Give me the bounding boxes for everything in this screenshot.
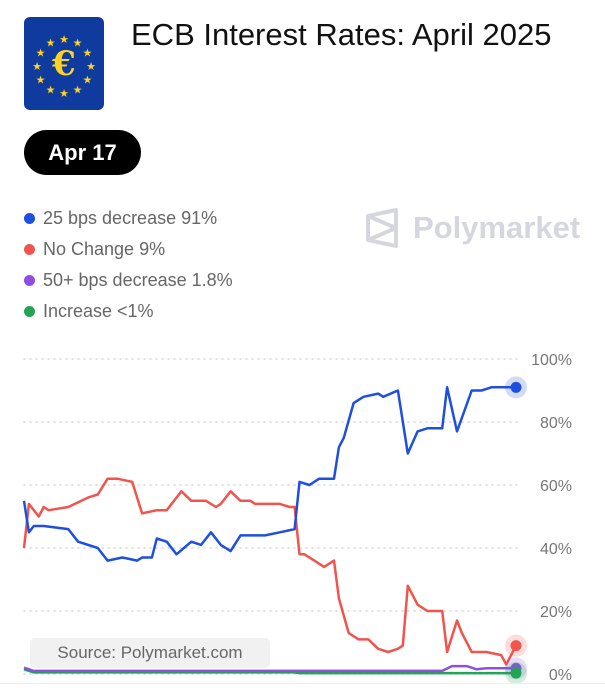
watermark-text: Polymarket xyxy=(413,210,581,245)
svg-text:★: ★ xyxy=(36,48,46,60)
svg-text:★: ★ xyxy=(82,75,92,87)
legend-item: 25 bps decrease 91% xyxy=(24,203,233,234)
y-tick-label: 80% xyxy=(540,415,572,432)
svg-text:★: ★ xyxy=(32,61,42,73)
svg-text:★: ★ xyxy=(73,38,83,50)
polymarket-logo-icon xyxy=(366,208,398,248)
svg-text:★: ★ xyxy=(82,48,92,60)
source-label: Source: Polymarket.com xyxy=(30,638,270,668)
y-tick-label: 40% xyxy=(540,541,572,558)
chart-legend: 25 bps decrease 91% No Change 9% 50+ bps… xyxy=(24,203,233,327)
legend-label: Increase <1% xyxy=(43,301,154,321)
svg-text:★: ★ xyxy=(59,34,69,46)
svg-text:★: ★ xyxy=(46,84,56,96)
series-line-increase xyxy=(23,668,516,675)
date-pill[interactable]: Apr 17 xyxy=(24,130,141,175)
y-tick-label: 0% xyxy=(549,667,572,684)
svg-text:★: ★ xyxy=(73,84,83,96)
polymarket-watermark: Polymarket xyxy=(365,208,580,248)
euro-stars-flag-icon: ★ ★ ★ ★ ★ ★ ★ ★ ★ ★ ★ ★ € xyxy=(24,17,104,110)
legend-dot xyxy=(24,306,35,317)
legend-dot xyxy=(24,275,35,286)
legend-dot xyxy=(24,244,35,255)
legend-label: No Change 9% xyxy=(43,239,166,259)
y-tick-label: 100% xyxy=(531,352,572,369)
legend-item: Increase <1% xyxy=(24,296,233,327)
divider xyxy=(0,683,605,684)
series-line-25-bps-decrease xyxy=(22,386,516,562)
end-point-marker xyxy=(510,667,522,679)
legend-item: 50+ bps decrease 1.8% xyxy=(24,265,233,296)
series-line-50-bps-decrease xyxy=(23,664,516,673)
legend-item: No Change 9% xyxy=(24,234,233,265)
end-point-marker xyxy=(510,640,522,652)
svg-text:★: ★ xyxy=(36,75,46,87)
page-title: ECB Interest Rates: April 2025 xyxy=(131,17,552,52)
series-line-no-change xyxy=(22,477,518,666)
svg-text:★: ★ xyxy=(86,61,96,73)
end-point-marker xyxy=(510,381,522,393)
svg-text:€: € xyxy=(51,44,76,84)
legend-label: 50+ bps decrease 1.8% xyxy=(43,270,233,290)
y-tick-label: 60% xyxy=(540,478,572,495)
legend-label: 25 bps decrease 91% xyxy=(43,208,218,228)
svg-text:★: ★ xyxy=(59,88,69,100)
legend-dot xyxy=(24,213,35,224)
svg-text:★: ★ xyxy=(46,38,56,50)
y-tick-label: 20% xyxy=(540,604,572,621)
